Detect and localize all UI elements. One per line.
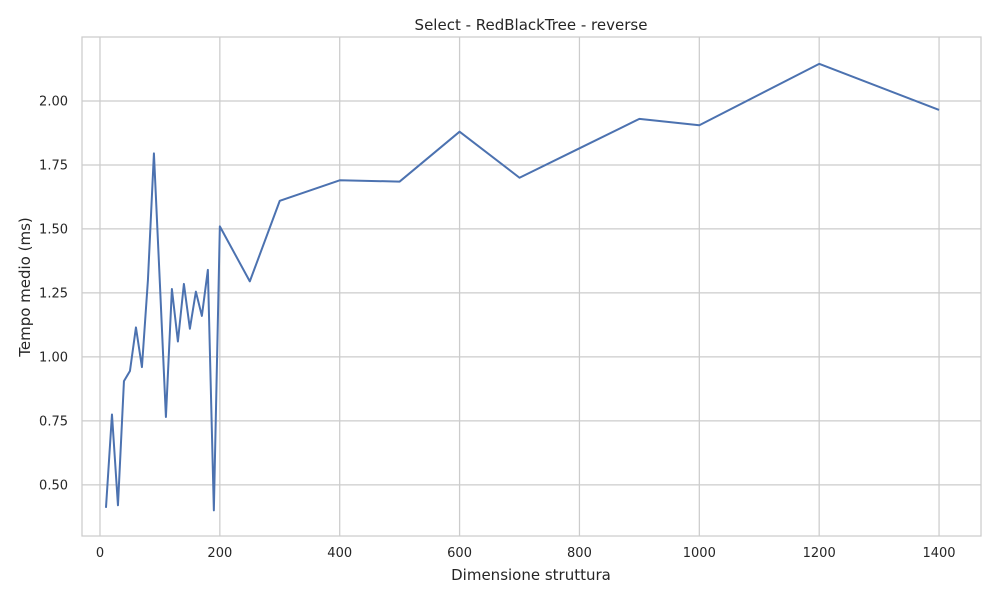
y-tick-label: 1.25 [39,286,68,301]
chart-title: Select - RedBlackTree - reverse [415,16,648,34]
x-tick-label: 400 [327,546,352,561]
y-tick-label: 1.75 [39,158,68,173]
x-tick-label: 600 [447,546,472,561]
x-tick-label: 1200 [803,546,836,561]
series-group [104,62,940,512]
y-axis-label: Tempo medio (ms) [16,217,34,358]
y-axis-ticks: 0.50 0.75 1.00 1.25 1.50 1.75 2.00 [39,94,68,493]
x-tick-label: 0 [96,546,104,561]
y-tick-label: 1.00 [39,350,68,365]
series-line [104,62,940,512]
y-tick-label: 1.50 [39,222,68,237]
x-tick-label: 1000 [683,546,716,561]
gridlines [82,37,981,536]
y-tick-label: 2.00 [39,94,68,109]
x-axis-ticks: 0 200 400 600 800 1000 1200 1400 [96,546,956,561]
plot-area [81,36,982,537]
x-tick-label: 1400 [922,546,955,561]
y-tick-label: 0.50 [39,478,68,493]
x-tick-label: 800 [567,546,592,561]
x-tick-label: 200 [207,546,232,561]
y-tick-label: 0.75 [39,414,68,429]
x-axis-label: Dimensione struttura [451,566,611,584]
